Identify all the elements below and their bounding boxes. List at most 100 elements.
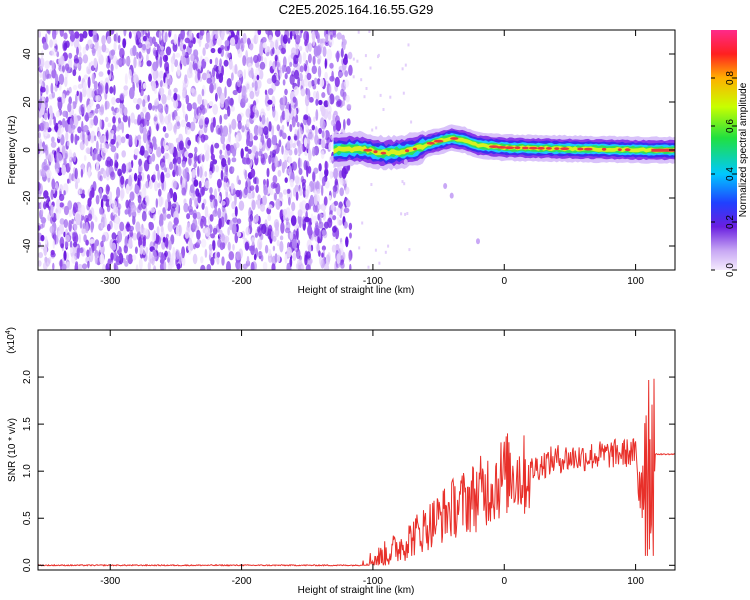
noise-speckle <box>227 241 231 251</box>
noise-speckle <box>120 188 125 199</box>
noise-speckle <box>69 117 73 128</box>
noise-speckle <box>261 223 267 235</box>
noise-speckle <box>139 244 144 255</box>
noise-speckle <box>201 238 207 248</box>
noise-speckle <box>55 151 61 163</box>
noise-speckle <box>308 42 312 52</box>
noise-speckle <box>173 87 178 94</box>
noise-speckle <box>129 191 135 201</box>
noise-speckle <box>95 194 100 205</box>
noise-speckle <box>318 99 323 106</box>
signal-band-peak <box>426 141 435 145</box>
noise-speckle <box>237 218 242 224</box>
noise-speckle <box>105 55 108 64</box>
noise-speckle <box>262 261 268 270</box>
noise-speckle <box>180 55 184 64</box>
noise-speckle <box>80 204 86 216</box>
noise-speckle <box>124 209 129 215</box>
noise-speckle <box>119 221 125 232</box>
noise-speckle <box>286 168 290 175</box>
noise-speckle <box>137 60 142 68</box>
noise-speckle <box>87 76 91 89</box>
noise-speckle <box>116 186 121 198</box>
noise-speckle <box>329 84 332 95</box>
noise-speckle <box>185 94 190 105</box>
noise-speckle <box>187 67 193 79</box>
noise-speckle <box>142 30 145 35</box>
noise-speckle <box>176 121 180 127</box>
noise-speckle <box>301 264 305 270</box>
noise-speckle <box>156 226 160 236</box>
noise-speckle <box>225 143 231 151</box>
noise-speckle <box>291 201 296 212</box>
noise-speckle <box>204 56 209 63</box>
noise-speckle <box>344 70 349 77</box>
noise-speckle <box>276 61 281 68</box>
noise-speckle <box>180 30 185 40</box>
noise-speckle <box>403 182 406 186</box>
noise-speckle <box>198 37 202 48</box>
noise-speckle <box>307 80 313 88</box>
noise-speckle <box>41 169 47 178</box>
noise-speckle <box>67 102 72 113</box>
noise-speckle <box>178 252 183 265</box>
noise-speckle <box>141 187 146 199</box>
noise-speckle <box>76 46 79 56</box>
noise-speckle <box>133 74 139 84</box>
noise-speckle <box>317 236 320 244</box>
noise-speckle <box>124 235 128 247</box>
noise-speckle <box>95 95 102 102</box>
noise-speckle <box>221 204 226 213</box>
side-echo <box>443 183 448 189</box>
noise-speckle <box>44 144 49 156</box>
noise-speckle <box>204 180 210 189</box>
y-tick-label: 1.0 <box>22 464 33 478</box>
noise-speckle <box>364 54 367 58</box>
noise-speckle <box>217 195 221 202</box>
signal-band-peak <box>373 150 378 154</box>
noise-speckle <box>156 235 161 245</box>
noise-speckle <box>256 74 260 81</box>
noise-speckle <box>68 209 72 218</box>
noise-speckle <box>260 203 265 212</box>
noise-speckle <box>202 47 206 57</box>
snr-scale-note: (x104) <box>5 327 17 354</box>
noise-speckle <box>342 57 348 66</box>
noise-speckle <box>255 33 259 43</box>
noise-speckle <box>283 159 288 169</box>
noise-speckle <box>51 136 55 143</box>
noise-speckle <box>40 200 43 211</box>
noise-speckle <box>40 85 43 97</box>
noise-speckle <box>218 217 222 230</box>
noise-speckle <box>332 188 337 199</box>
noise-speckle <box>316 188 321 194</box>
noise-speckle <box>58 73 65 86</box>
noise-speckle <box>116 230 123 243</box>
noise-speckle <box>300 88 306 97</box>
noise-speckle <box>145 246 149 255</box>
noise-speckle <box>242 32 247 44</box>
noise-speckle <box>195 199 198 206</box>
noise-speckle <box>286 262 291 270</box>
noise-speckle <box>65 40 70 48</box>
noise-speckle <box>286 246 293 258</box>
noise-speckle <box>164 115 170 125</box>
noise-speckle <box>146 119 150 127</box>
noise-speckle <box>77 126 82 134</box>
noise-speckle <box>321 176 326 187</box>
noise-speckle <box>336 207 341 216</box>
noise-speckle <box>368 30 371 33</box>
noise-speckle <box>200 218 204 229</box>
noise-speckle <box>126 254 129 261</box>
noise-speckle <box>143 235 147 241</box>
noise-speckle <box>192 168 196 178</box>
noise-speckle <box>184 37 190 44</box>
noise-speckle <box>307 131 313 140</box>
noise-speckle <box>98 71 104 77</box>
noise-speckle <box>154 243 158 250</box>
noise-speckle <box>190 53 195 62</box>
noise-speckle <box>254 232 258 238</box>
noise-speckle <box>236 113 242 123</box>
noise-speckle <box>129 225 135 232</box>
noise-speckle <box>313 167 319 174</box>
